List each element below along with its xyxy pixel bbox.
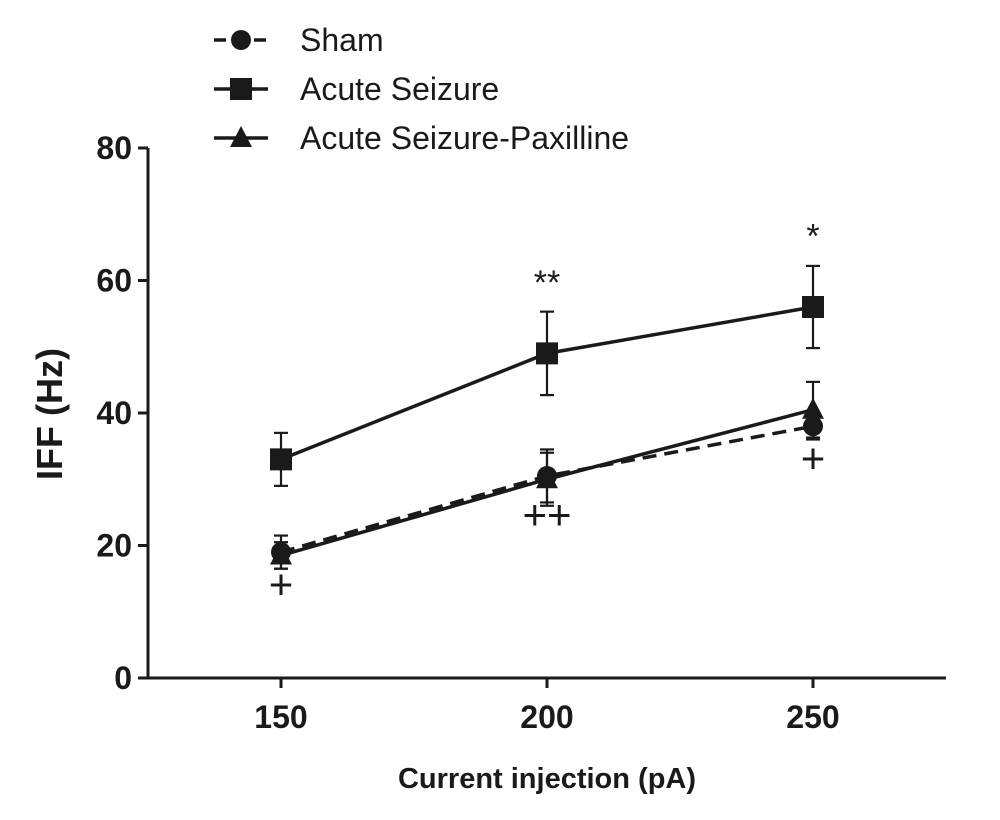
legend-label: Acute Seizure bbox=[300, 71, 499, 107]
series-acute-seizure bbox=[270, 264, 824, 487]
x-tick-label: 150 bbox=[254, 699, 307, 735]
legend-marker bbox=[231, 30, 251, 50]
significance-plus: + bbox=[801, 435, 826, 482]
significance-star: * bbox=[806, 217, 819, 255]
legend-item: Acute Seizure bbox=[214, 71, 499, 107]
y-tick-label: 60 bbox=[96, 263, 132, 299]
legend-marker bbox=[230, 78, 252, 100]
y-tick-label: 40 bbox=[96, 395, 132, 431]
legend-label: Acute Seizure-Paxilline bbox=[300, 120, 629, 156]
plot-area bbox=[270, 264, 824, 570]
legend-marker bbox=[230, 126, 252, 147]
y-tick-label: 0 bbox=[114, 660, 132, 696]
data-point bbox=[536, 467, 558, 489]
data-point bbox=[802, 397, 824, 419]
x-tick-label: 250 bbox=[786, 699, 839, 735]
annotations: ***++++ bbox=[269, 217, 826, 607]
x-tick-label: 200 bbox=[520, 699, 573, 735]
legend-item: Acute Seizure-Paxilline bbox=[214, 120, 629, 156]
y-axis-title: IFF (Hz) bbox=[29, 348, 70, 480]
significance-plus: ++ bbox=[522, 491, 571, 538]
axes: 0 20 40 60 80 150 200 250 bbox=[96, 130, 946, 735]
legend-item: Sham bbox=[214, 22, 384, 58]
data-point bbox=[536, 342, 558, 365]
significance-plus: + bbox=[269, 561, 294, 608]
data-point bbox=[270, 543, 292, 565]
legend: Sham Acute Seizure Acute Seizure-Paxilline bbox=[214, 22, 629, 156]
significance-star: ** bbox=[534, 264, 560, 302]
y-tick-label: 20 bbox=[96, 528, 132, 564]
series-acute-seizure-paxilline bbox=[270, 380, 824, 570]
y-tick-label: 80 bbox=[96, 130, 132, 166]
legend-label: Sham bbox=[300, 22, 384, 58]
x-axis-title: Current injection (pA) bbox=[398, 763, 696, 795]
data-point bbox=[802, 296, 824, 318]
data-point bbox=[270, 448, 292, 471]
